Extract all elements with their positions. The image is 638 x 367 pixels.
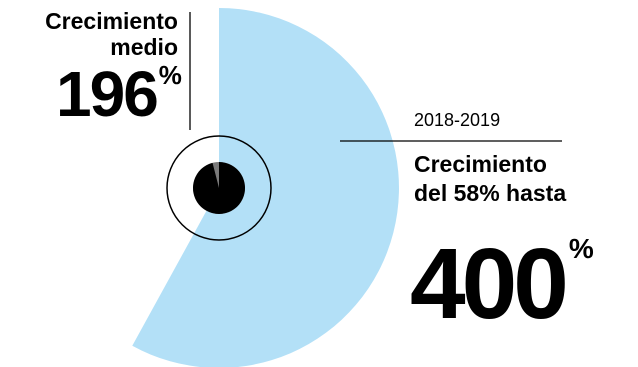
average-growth-wedge [193, 162, 246, 215]
average-growth-unit: % [158, 60, 182, 90]
average-growth-label: Crecimiento medio [45, 8, 178, 60]
average-ring [166, 135, 272, 241]
growth-value: 400% [410, 233, 594, 335]
growth-number: 400 [410, 228, 569, 340]
growth-label: Crecimiento del 58% hasta [414, 151, 567, 206]
average-growth-value: 196% [56, 62, 182, 126]
growth-period: 2018-2019 [414, 110, 501, 130]
large-growth-wedge [132, 8, 399, 367]
growth-unit: % [568, 233, 594, 264]
average-growth-number: 196 [56, 58, 159, 130]
